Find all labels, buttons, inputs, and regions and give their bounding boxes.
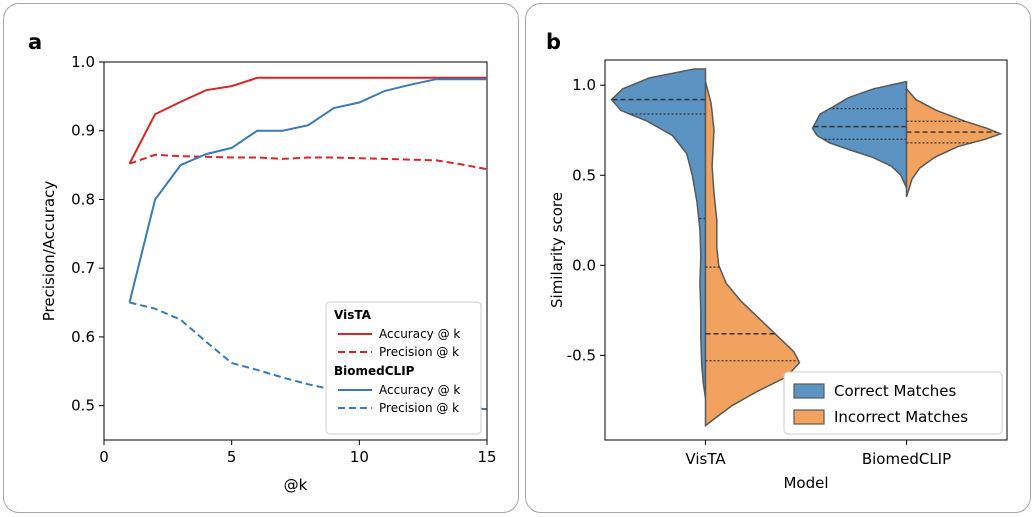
x-tick-label: 10 — [350, 448, 369, 466]
x-axis-label: Model — [783, 474, 828, 492]
x-tick-label: 5 — [227, 448, 237, 466]
y-tick-label: 0.5 — [71, 397, 95, 415]
y-tick-label: 0.8 — [71, 190, 95, 208]
plot-frame — [103, 61, 488, 441]
y-tick-label: 0.0 — [572, 256, 596, 274]
legend-swatch — [793, 409, 825, 425]
legend-entry-label: Precision @ k — [379, 345, 459, 359]
violin-biomedclip-correct-matches — [811, 80, 908, 189]
y-tick-label: 0.6 — [71, 328, 95, 346]
legend-entry-label: Accuracy @ k — [379, 327, 460, 341]
legend-group-title: BiomedCLIP — [334, 364, 415, 378]
y-axis-label: Similarity score — [548, 192, 566, 308]
x-tick-label: 15 — [477, 448, 496, 466]
y-tick-label: 0.9 — [71, 122, 95, 140]
plot-frame — [604, 59, 1008, 441]
violin-biomedclip-incorrect-matches — [905, 86, 1003, 198]
y-tick-label: 0.5 — [572, 166, 596, 184]
x-tick-label: 0 — [99, 448, 109, 466]
panel-a: a 0 5 10 15 0.5 0.6 0.7 0.8 0.9 1.0 @k Precision/Ac… — [3, 3, 519, 513]
legend-entry-label: Correct Matches — [834, 382, 957, 400]
panel-letter-a: a — [28, 30, 42, 54]
legend-entry-label: Precision @ k — [379, 401, 459, 415]
x-tick-label: BiomedCLIP — [862, 450, 951, 468]
violin-vista-incorrect-matches — [704, 81, 801, 428]
x-axis-label: @k — [284, 476, 308, 494]
series-vista-precision-line — [129, 153, 488, 171]
legend-entry-label: Incorrect Matches — [834, 408, 968, 426]
x-tick-label: VisTA — [685, 450, 726, 468]
y-tick-label: 1.0 — [572, 76, 596, 94]
legend-group-title: VisTA — [334, 308, 372, 322]
legend-swatch — [793, 383, 825, 399]
panel-letter-b: b — [546, 30, 561, 54]
series-biomedclip-accuracy-line — [128, 78, 487, 303]
y-tick-label: -0.5 — [567, 346, 596, 364]
y-tick-label: 1.0 — [71, 53, 95, 71]
y-tick-label: 0.7 — [71, 259, 95, 277]
legend-box — [783, 371, 1003, 435]
violin-chart-similarity: b -0.5 0.0 0.5 1.0 VisTA BiomedCLIP Model Simil… — [546, 30, 1008, 492]
y-axis-label: Precision/Accuracy — [40, 181, 58, 322]
line-chart-precision-accuracy: a 0 5 10 15 0.5 0.6 0.7 0.8 0.9 1.0 @k Precision/Ac… — [28, 30, 497, 494]
violin-vista-correct-matches — [610, 68, 707, 399]
series-vista-accuracy-line — [128, 76, 487, 165]
panel-b: b -0.5 0.0 0.5 1.0 VisTA BiomedCLIP Model Simil… — [525, 3, 1031, 513]
legend-entry-label: Accuracy @ k — [379, 383, 460, 397]
